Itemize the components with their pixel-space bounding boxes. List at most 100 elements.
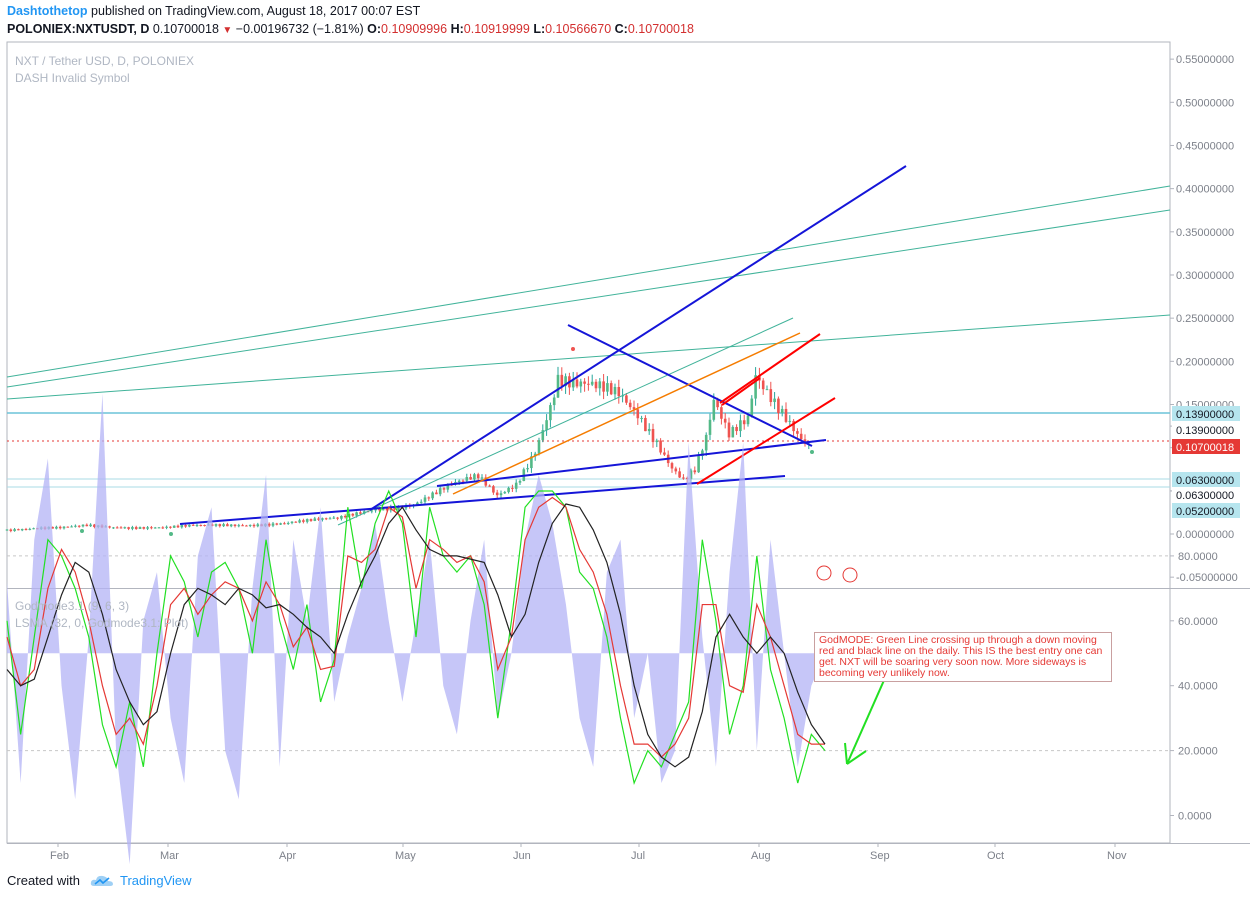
osc-legend-title[interactable]: Godmode3.1 (9, 6, 3) — [15, 599, 130, 613]
candle-body — [89, 524, 92, 527]
annotation-arrow-head — [846, 750, 867, 765]
candle-body — [108, 526, 111, 528]
candle-body — [530, 456, 533, 469]
candle-body — [28, 528, 32, 530]
candle-body — [514, 482, 518, 489]
candle-body — [309, 519, 313, 521]
candle-body — [598, 381, 602, 389]
candle-body — [640, 417, 643, 419]
candle-body — [138, 527, 142, 530]
candle-body — [537, 440, 541, 454]
candle-body — [142, 527, 146, 529]
candle-body — [370, 510, 374, 512]
candle-body — [488, 485, 491, 487]
candle-body — [5, 529, 9, 531]
candle-body — [419, 501, 423, 503]
candle-body — [283, 523, 286, 525]
main-legend-title[interactable]: NXT / Tether USD, D, POLONIEX — [15, 54, 194, 68]
candle-body — [735, 426, 738, 432]
candle-body — [465, 477, 469, 481]
signal-dot — [169, 532, 173, 536]
annotation-note[interactable]: GodMODE: Green Line crossing up through … — [814, 632, 1112, 682]
candle-body — [305, 519, 309, 522]
candle-body — [184, 525, 187, 527]
tradingview-brand[interactable]: TradingView — [119, 873, 192, 888]
candle-body — [495, 492, 499, 496]
down-triangle-icon: ▼ — [222, 25, 233, 36]
candle-body — [670, 463, 674, 469]
candle-body — [397, 506, 400, 510]
candle-body — [222, 524, 225, 527]
candle-body — [267, 523, 271, 526]
candle-body — [560, 374, 564, 386]
candle-body — [750, 398, 754, 416]
candle-body — [226, 524, 229, 527]
y-tick-label: 0.45000000 — [1176, 140, 1234, 152]
price-label: 0.05200000 — [1176, 506, 1234, 518]
candle-body — [362, 511, 366, 514]
candle-body — [74, 525, 77, 527]
candle-body — [511, 487, 514, 489]
x-tick-label: Jul — [631, 850, 645, 862]
candle-body — [773, 398, 776, 403]
candle-body — [651, 428, 655, 443]
candle-body — [731, 426, 735, 438]
candle-body — [678, 471, 681, 478]
candle-body — [761, 380, 765, 390]
candle-body — [590, 381, 594, 385]
created-with-label: Created with — [7, 873, 80, 888]
lsma-area — [7, 393, 825, 865]
candle-body — [799, 433, 803, 440]
candle-body — [24, 528, 28, 530]
candle-body — [233, 524, 237, 527]
candle-body — [302, 520, 305, 522]
osc-y-tick-label: 40.0000 — [1178, 681, 1218, 693]
candle-body — [245, 525, 248, 527]
author-link[interactable]: Dashtothetop — [7, 4, 88, 18]
candle-body — [313, 518, 317, 521]
candle-body — [119, 527, 123, 529]
osc-series-line — [6, 503, 826, 768]
price-label: 0.13900000 — [1176, 425, 1234, 437]
x-tick-label: Aug — [751, 850, 771, 862]
candle-body — [784, 408, 788, 422]
candle-body — [587, 383, 590, 385]
candle-body — [275, 523, 279, 525]
x-tick-label: Oct — [987, 850, 1004, 862]
candle-body — [647, 428, 651, 432]
signal-dot — [80, 529, 84, 533]
y-tick-label: 0.00000000 — [1176, 529, 1234, 541]
candle-body — [526, 468, 529, 470]
price-label-bg — [1172, 406, 1240, 421]
candle-body — [628, 402, 632, 408]
candle-body — [199, 525, 203, 527]
main-legend-sub: DASH Invalid Symbol — [15, 71, 130, 85]
candle-body — [507, 487, 510, 493]
osc-series-line — [6, 489, 826, 786]
candle-body — [9, 529, 13, 532]
candle-body — [564, 376, 567, 386]
candle-body — [461, 480, 465, 482]
candle-body — [191, 524, 195, 526]
candle-body — [195, 525, 199, 527]
candle-body — [134, 527, 138, 530]
symbol-label: POLONIEX:NXTUSDT, D — [7, 22, 150, 36]
candle-body — [659, 440, 662, 453]
candle-body — [617, 387, 621, 397]
candle-body — [165, 526, 168, 528]
ohlc-header: POLONIEX:NXTUSDT, D 0.10700018 ▼ −0.0019… — [7, 22, 694, 36]
candle-body — [727, 422, 731, 438]
candle-body — [579, 381, 583, 387]
candle-body — [697, 456, 700, 473]
candle-body — [484, 477, 488, 486]
trend-line — [436, 439, 827, 487]
osc-y-tick-label: 60.0000 — [1178, 616, 1218, 628]
candle-body — [328, 518, 332, 520]
candle-body — [115, 527, 119, 529]
candle-body — [446, 484, 450, 490]
high-label: H: — [450, 22, 464, 36]
candle-body — [32, 528, 35, 530]
signal-dot — [810, 450, 814, 454]
candle-body — [385, 507, 389, 511]
